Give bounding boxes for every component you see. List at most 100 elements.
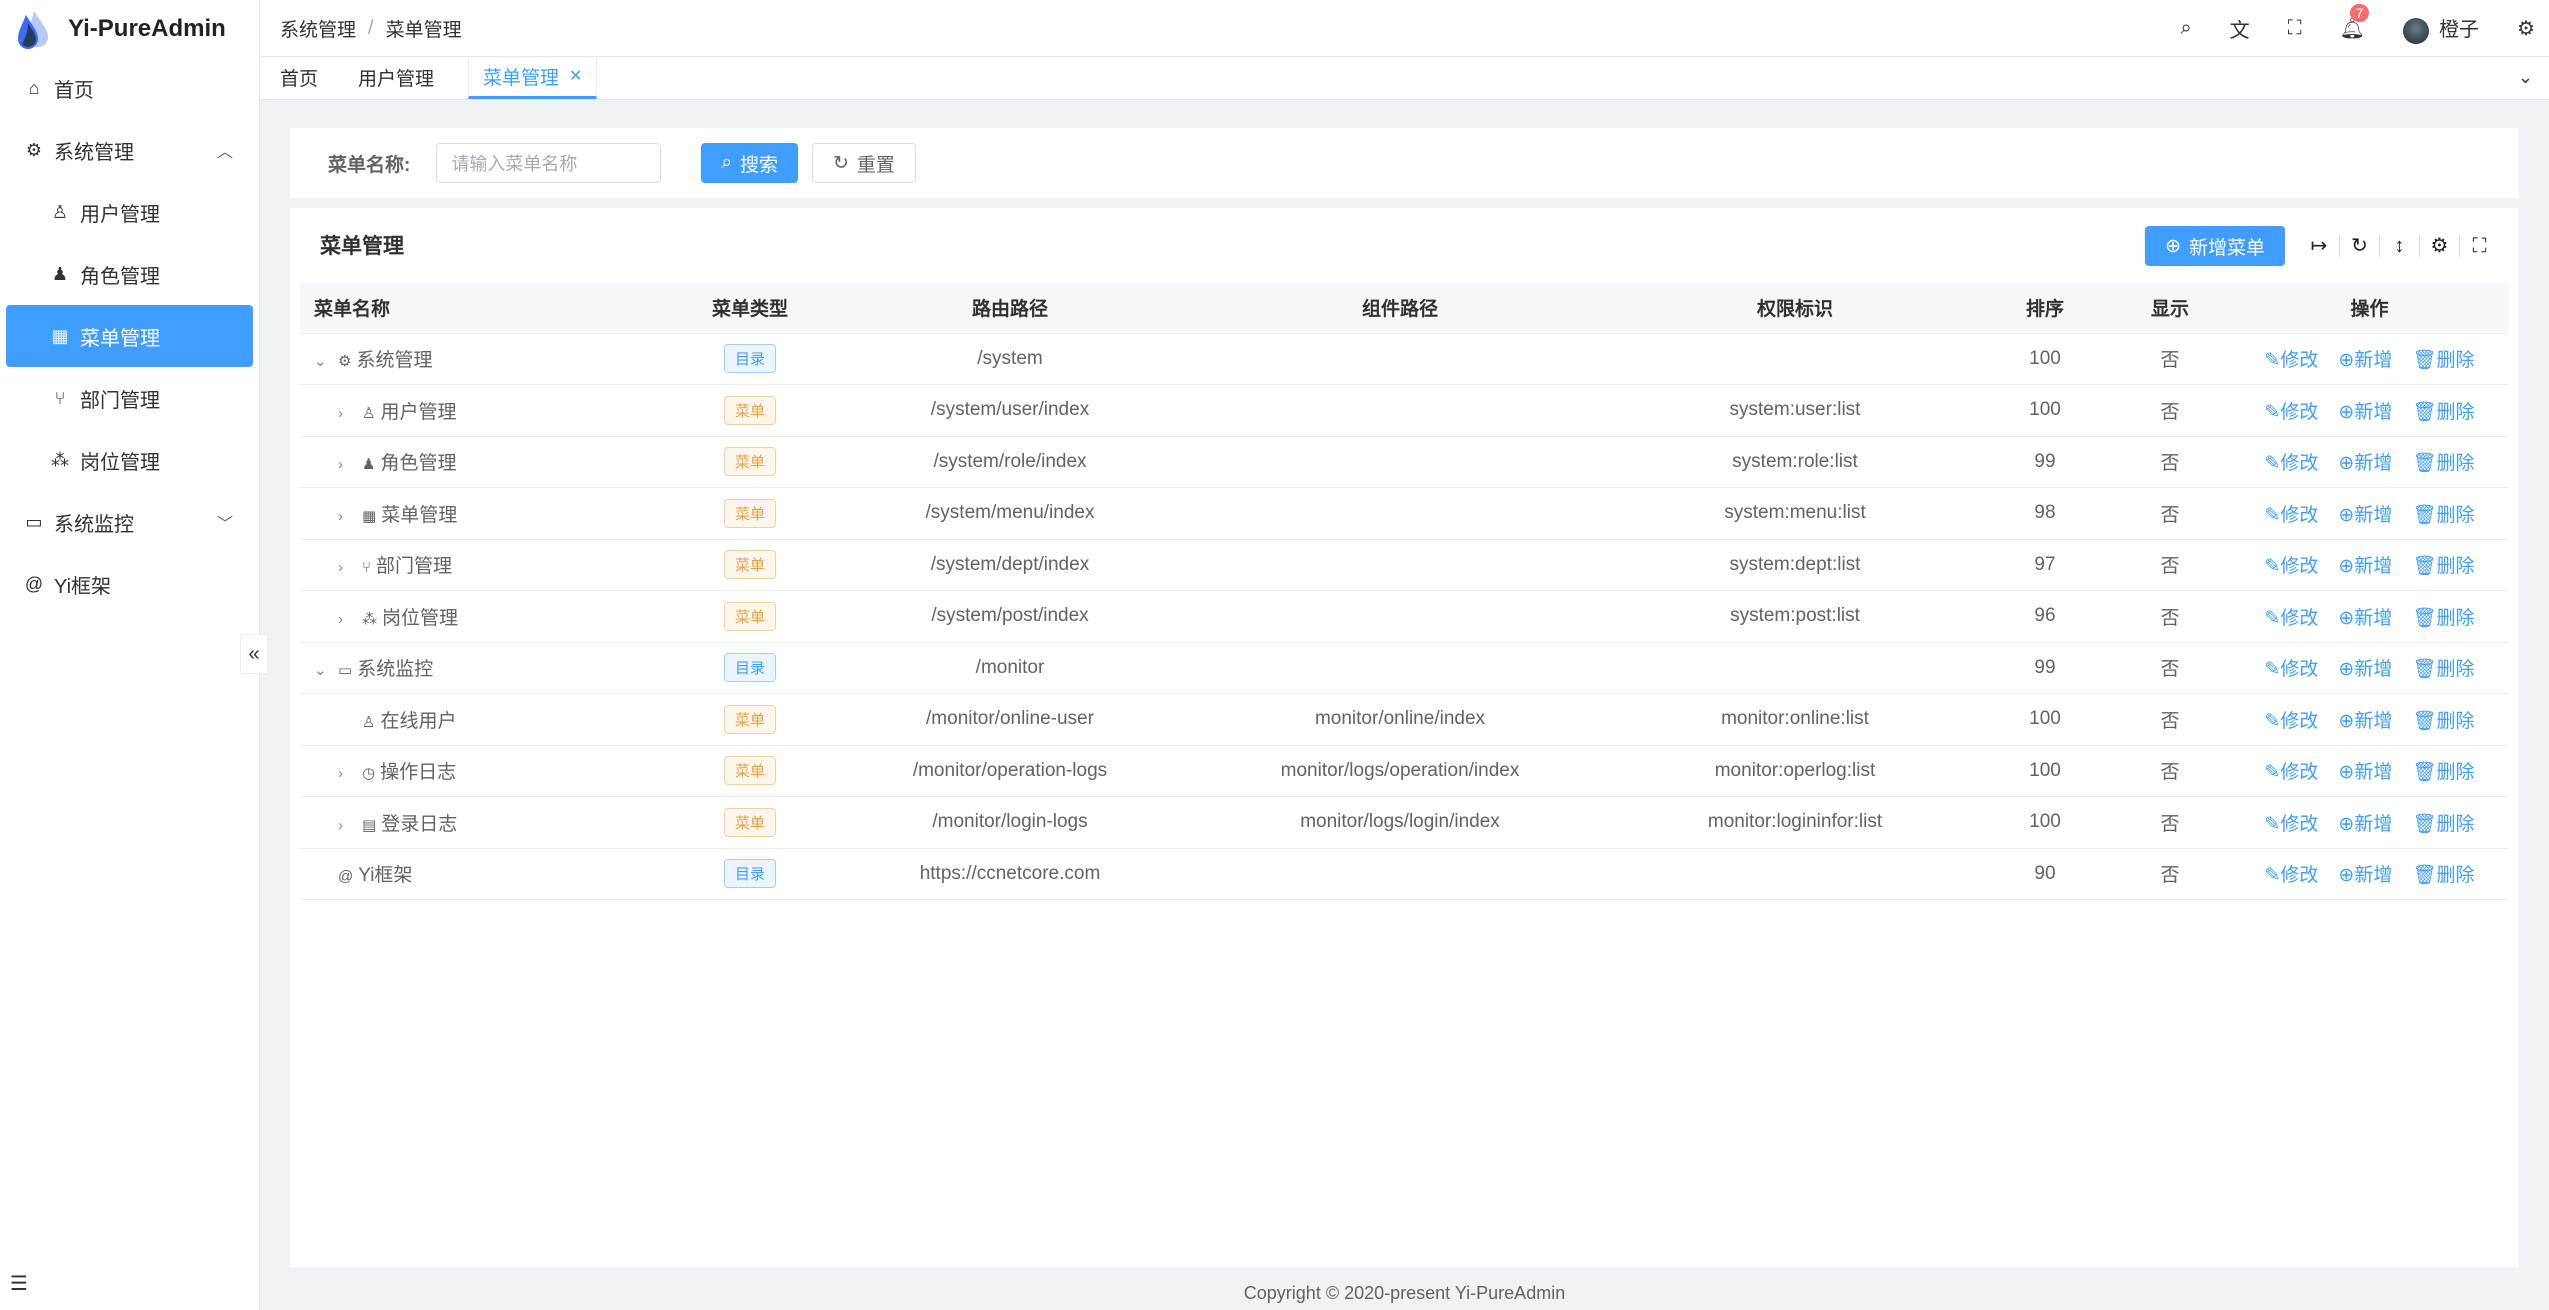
add-child-button[interactable]: ⊕新增 [2338,453,2392,474]
tab-home[interactable]: 首页 [260,56,338,99]
table-row[interactable]: ⌄ ⚙ 系统管理 目录 /system 100 否 ✎修改 ⊕新增 🗑︎删除 [300,333,2509,385]
edit-button[interactable]: ✎修改 [2264,762,2318,783]
add-child-button[interactable]: ⊕新增 [2338,762,2392,783]
bell-icon[interactable]: 🔔︎ 7 [2340,4,2370,41]
delete-button[interactable]: 🗑︎删除 [2412,505,2474,526]
delete-button[interactable]: 🗑︎删除 [2412,350,2474,371]
chevron-right-icon[interactable]: › [338,559,343,577]
edit-button[interactable]: ✎修改 [2264,453,2318,474]
edit-button[interactable]: ✎修改 [2264,556,2318,577]
sidebar-item-dept[interactable]: ⑂ 部门管理 [0,367,259,429]
permission: monitor:operlog:list [1610,745,1980,797]
add-child-button[interactable]: ⊕新增 [2338,711,2392,732]
chevron-down-icon[interactable]: ⌄ [2517,67,2533,87]
delete-button[interactable]: 🗑︎删除 [2412,556,2474,577]
table-row[interactable]: ⌄ ▭ 系统监控 目录 /monitor 99 否 ✎修改 ⊕新增 🗑︎删除 [300,642,2509,694]
trash-icon: 🗑︎ [2412,659,2437,681]
density-icon[interactable]: ↕ [2379,235,2419,257]
tab-menu[interactable]: 菜单管理 ✕ [468,56,598,99]
sidebar-item-post[interactable]: ⁂ 岗位管理 [0,429,259,491]
table-row[interactable]: › ▦ 菜单管理 菜单 /system/menu/index system:menu… [300,487,2509,540]
delete-button[interactable]: 🗑︎删除 [2412,865,2474,886]
add-child-button[interactable]: ⊕新增 [2338,814,2392,835]
logo[interactable]: Yi-PureAdmin [0,0,259,57]
button-label: 删除 [2436,401,2475,423]
column-settings-icon[interactable]: ⚙ [2419,235,2459,257]
settings-icon[interactable]: ⚙ [2517,18,2535,40]
add-child-button[interactable]: ⊕新增 [2338,402,2392,423]
edit-button[interactable]: ✎修改 [2264,350,2318,371]
translate-icon[interactable]: 文 [2229,20,2250,42]
edit-button[interactable]: ✎修改 [2264,608,2318,629]
sidebar-toggle-icon[interactable]: « [240,634,268,674]
chevron-right-icon[interactable]: › [338,507,343,525]
visible: 否 [2110,436,2230,488]
edit-button[interactable]: ✎修改 [2264,505,2318,526]
sidebar-item-yi[interactable]: @ Yi框架 [0,553,259,615]
add-child-button[interactable]: ⊕新增 [2338,608,2392,629]
sidebar-item-menu[interactable]: ▦ 菜单管理 [6,305,253,367]
table-row[interactable]: @ Yi框架 目录 https://ccnetcore.com 90 否 ✎修改 ⊕… [300,848,2509,900]
table-row[interactable]: › ⁂ 岗位管理 菜单 /system/post/index system:post… [300,590,2509,643]
edit-button[interactable]: ✎修改 [2264,711,2318,732]
delete-button[interactable]: 🗑︎删除 [2412,608,2474,629]
expand-all-icon[interactable]: ↦ [2310,235,2328,257]
chevron-right-icon[interactable]: › [338,404,343,422]
reset-button[interactable]: ↻ 重置 [811,143,916,183]
fullscreen-icon[interactable]: ⛶ [2287,17,2302,39]
user-menu[interactable]: 橙子 [2403,13,2479,44]
table-row[interactable]: › ♟ 角色管理 菜单 /system/role/index system:role… [300,436,2509,488]
delete-button[interactable]: 🗑︎删除 [2412,762,2474,783]
add-child-button[interactable]: ⊕新增 [2338,659,2392,680]
route-path: /system/role/index [830,436,1190,488]
edit-icon: ✎ [2264,813,2281,835]
chevron-right-icon[interactable]: › [338,816,343,834]
search-icon[interactable]: ⌕ [2180,17,2192,39]
sidebar-item-role[interactable]: ♟ 角色管理 [0,243,259,305]
close-icon[interactable]: ✕ [569,68,583,85]
add-child-button[interactable]: ⊕新增 [2338,350,2392,371]
table-row[interactable]: › ◷ 操作日志 菜单 /monitor/operation-logs monito… [300,745,2509,797]
fullscreen-icon[interactable]: ⛶ [2459,235,2499,257]
edit-button[interactable]: ✎修改 [2264,814,2318,835]
button-label: 新增 [2354,865,2393,887]
breadcrumb-item[interactable]: 系统管理 [280,19,357,41]
table-row[interactable]: › ♙ 用户管理 菜单 /system/user/index system:user… [300,384,2509,437]
delete-button[interactable]: 🗑︎删除 [2412,814,2474,835]
sidebar-item-home[interactable]: ⌂ 首页 [0,57,259,119]
add-menu-button[interactable]: ⊕ 新增菜单 [2145,226,2285,266]
add-child-button[interactable]: ⊕新增 [2338,865,2392,886]
menu-name: 系统监控 [357,659,434,681]
sidebar-item-system[interactable]: ⚙ 系统管理 ︿ [0,119,259,181]
chevron-right-icon[interactable]: › [338,765,343,783]
search-button[interactable]: ⌕ 搜索 [701,143,798,183]
menu-table: 菜单名称 菜单类型 路由路径 组件路径 权限标识 排序 显示 操作 ⌄ ⚙ 系统管理 目录 /sy… [300,283,2509,900]
menu-name-input[interactable]: 请输入菜单名称 [436,143,662,183]
sidebar-item-user[interactable]: ♙ 用户管理 [0,181,259,243]
delete-button[interactable]: 🗑︎删除 [2412,402,2474,423]
edit-button[interactable]: ✎修改 [2264,865,2318,886]
add-child-button[interactable]: ⊕新增 [2338,556,2392,577]
delete-button[interactable]: 🗑︎删除 [2412,711,2474,732]
permission [1610,848,1980,900]
chevron-down-icon[interactable]: ⌄ [314,662,327,680]
tab-user[interactable]: 用户管理 [338,56,454,99]
collapse-sidebar-icon[interactable]: ☰ [10,1273,28,1295]
sidebar-item-monitor[interactable]: ▭ 系统监控 ﹀ [0,491,259,553]
delete-button[interactable]: 🗑︎删除 [2412,659,2474,680]
edit-button[interactable]: ✎修改 [2264,402,2318,423]
edit-icon: ✎ [2264,401,2281,423]
refresh-icon[interactable]: ↻ [2339,235,2379,257]
table-row[interactable]: › ▤ 登录日志 菜单 /monitor/login-logs monitor/lo… [300,796,2509,849]
table-row[interactable]: › ⑂ 部门管理 菜单 /system/dept/index system:dept… [300,539,2509,591]
chevron-right-icon[interactable]: › [338,610,343,628]
table-row[interactable]: ♙ 在线用户 菜单 /monitor/online-user monitor/on… [300,693,2509,746]
edit-button[interactable]: ✎修改 [2264,659,2318,680]
plus-circle-icon: ⊕ [2338,607,2355,629]
chevron-right-icon[interactable]: › [338,456,343,474]
component-path [1190,642,1610,694]
add-child-button[interactable]: ⊕新增 [2338,505,2392,526]
delete-button[interactable]: 🗑︎删除 [2412,453,2474,474]
column-header: 权限标识 [1610,283,1980,334]
chevron-down-icon[interactable]: ⌄ [314,353,327,371]
